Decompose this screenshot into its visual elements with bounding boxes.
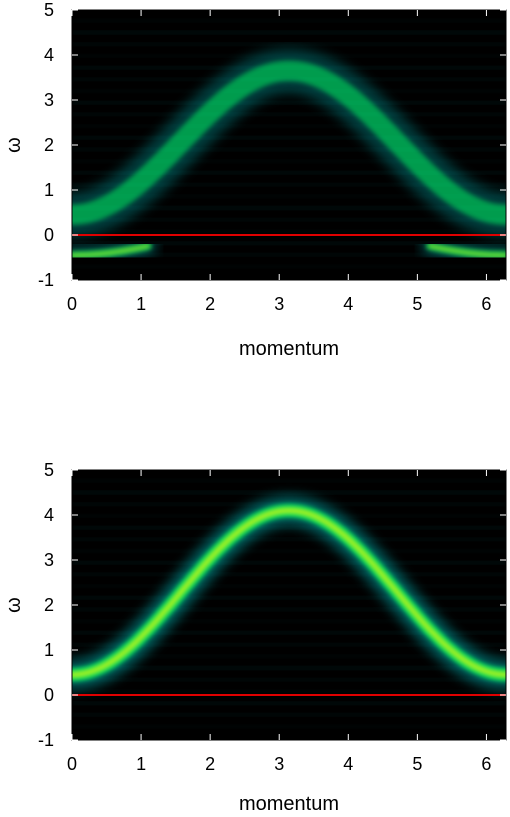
y-ticks-top: -1 0 1 2 3 4 5 (38, 0, 506, 290)
y-tick-label: 1 (44, 640, 54, 660)
y-tick-label: 4 (44, 45, 54, 65)
x-tick-label: 0 (67, 294, 77, 314)
background-streak (72, 572, 506, 576)
background-streak (72, 654, 506, 658)
y-ticks-bottom: -1 0 1 2 3 4 5 (38, 460, 506, 750)
spectral-band-0 (72, 507, 506, 678)
background-streak (72, 265, 506, 268)
background-streak (72, 608, 506, 611)
background-streak (72, 713, 506, 717)
background-streak (72, 42, 506, 46)
background-streak (72, 183, 506, 187)
background-streak (72, 479, 506, 483)
x-tick-label: 1 (136, 294, 146, 314)
x-ticks-bottom: 0 1 2 3 4 5 6 (67, 470, 491, 774)
y-tick-label: -1 (38, 270, 54, 290)
y-tick-label: 0 (44, 225, 54, 245)
background-streak (72, 584, 506, 588)
chart-top: 0 1 2 3 4 5 6 -1 0 1 2 3 4 5 momentum ω (3, 0, 507, 360)
background-streak (72, 643, 506, 647)
background-streak (72, 229, 506, 233)
background-streak (72, 194, 506, 198)
background-streak (72, 253, 506, 257)
background-streak (72, 701, 506, 705)
y-tick-label: -1 (38, 730, 54, 750)
chart-bottom: 0 1 2 3 4 5 6 -1 0 1 2 3 4 5 momentum ω (3, 460, 507, 815)
heatmap-top (72, 19, 506, 268)
y-tick-label: 0 (44, 685, 54, 705)
x-tick-label: 5 (412, 294, 422, 314)
x-tick-label: 1 (136, 754, 146, 774)
background-streak (72, 218, 506, 222)
background-streak (72, 619, 506, 623)
x-tick-label: 2 (205, 294, 215, 314)
background-streak (72, 19, 506, 23)
x-tick-label: 6 (481, 294, 491, 314)
background-streak (72, 678, 506, 682)
spectral-band-0 (72, 60, 506, 225)
background-streak (72, 491, 506, 494)
y-tick-label: 4 (44, 505, 54, 525)
x-tick-label: 0 (67, 754, 77, 774)
x-tick-label: 3 (274, 294, 284, 314)
background-streak (72, 561, 506, 565)
background-streak (72, 526, 506, 530)
y-tick-label: 1 (44, 180, 54, 200)
background-streak (72, 241, 506, 245)
background-streak (72, 549, 506, 553)
background-streak (72, 666, 506, 670)
x-axis-label-bottom: momentum (239, 793, 339, 815)
background-streak (72, 725, 506, 728)
background-streak (72, 596, 506, 600)
y-axis-label-top: ω (3, 137, 25, 153)
background-streak (72, 112, 506, 116)
y-tick-label: 5 (44, 460, 54, 480)
background-streak (72, 101, 506, 105)
background-streak (72, 631, 506, 635)
spectral-band-1 (428, 244, 506, 258)
spectral-band-1 (72, 244, 150, 258)
x-tick-label: 4 (343, 754, 353, 774)
x-axis-label-top: momentum (239, 338, 339, 360)
x-tick-label: 4 (343, 294, 353, 314)
background-streak (72, 689, 506, 693)
background-streak (72, 124, 506, 128)
x-tick-label: 6 (481, 754, 491, 774)
background-streak (72, 537, 506, 541)
background-streak (72, 136, 506, 140)
y-axis-label-bottom: ω (3, 597, 25, 613)
background-streak (72, 171, 506, 175)
x-tick-label: 5 (412, 754, 422, 774)
x-ticks-top: 0 1 2 3 4 5 6 (67, 10, 491, 314)
x-tick-label: 3 (274, 754, 284, 774)
background-streak (72, 206, 506, 210)
y-tick-label: 5 (44, 0, 54, 20)
y-tick-label: 3 (44, 90, 54, 110)
background-streak (72, 148, 506, 151)
heatmap-bottom (72, 479, 506, 728)
y-tick-label: 2 (44, 595, 54, 615)
y-tick-label: 2 (44, 135, 54, 155)
y-tick-label: 3 (44, 550, 54, 570)
x-tick-label: 2 (205, 754, 215, 774)
background-streak (72, 159, 506, 163)
background-streak (72, 31, 506, 34)
